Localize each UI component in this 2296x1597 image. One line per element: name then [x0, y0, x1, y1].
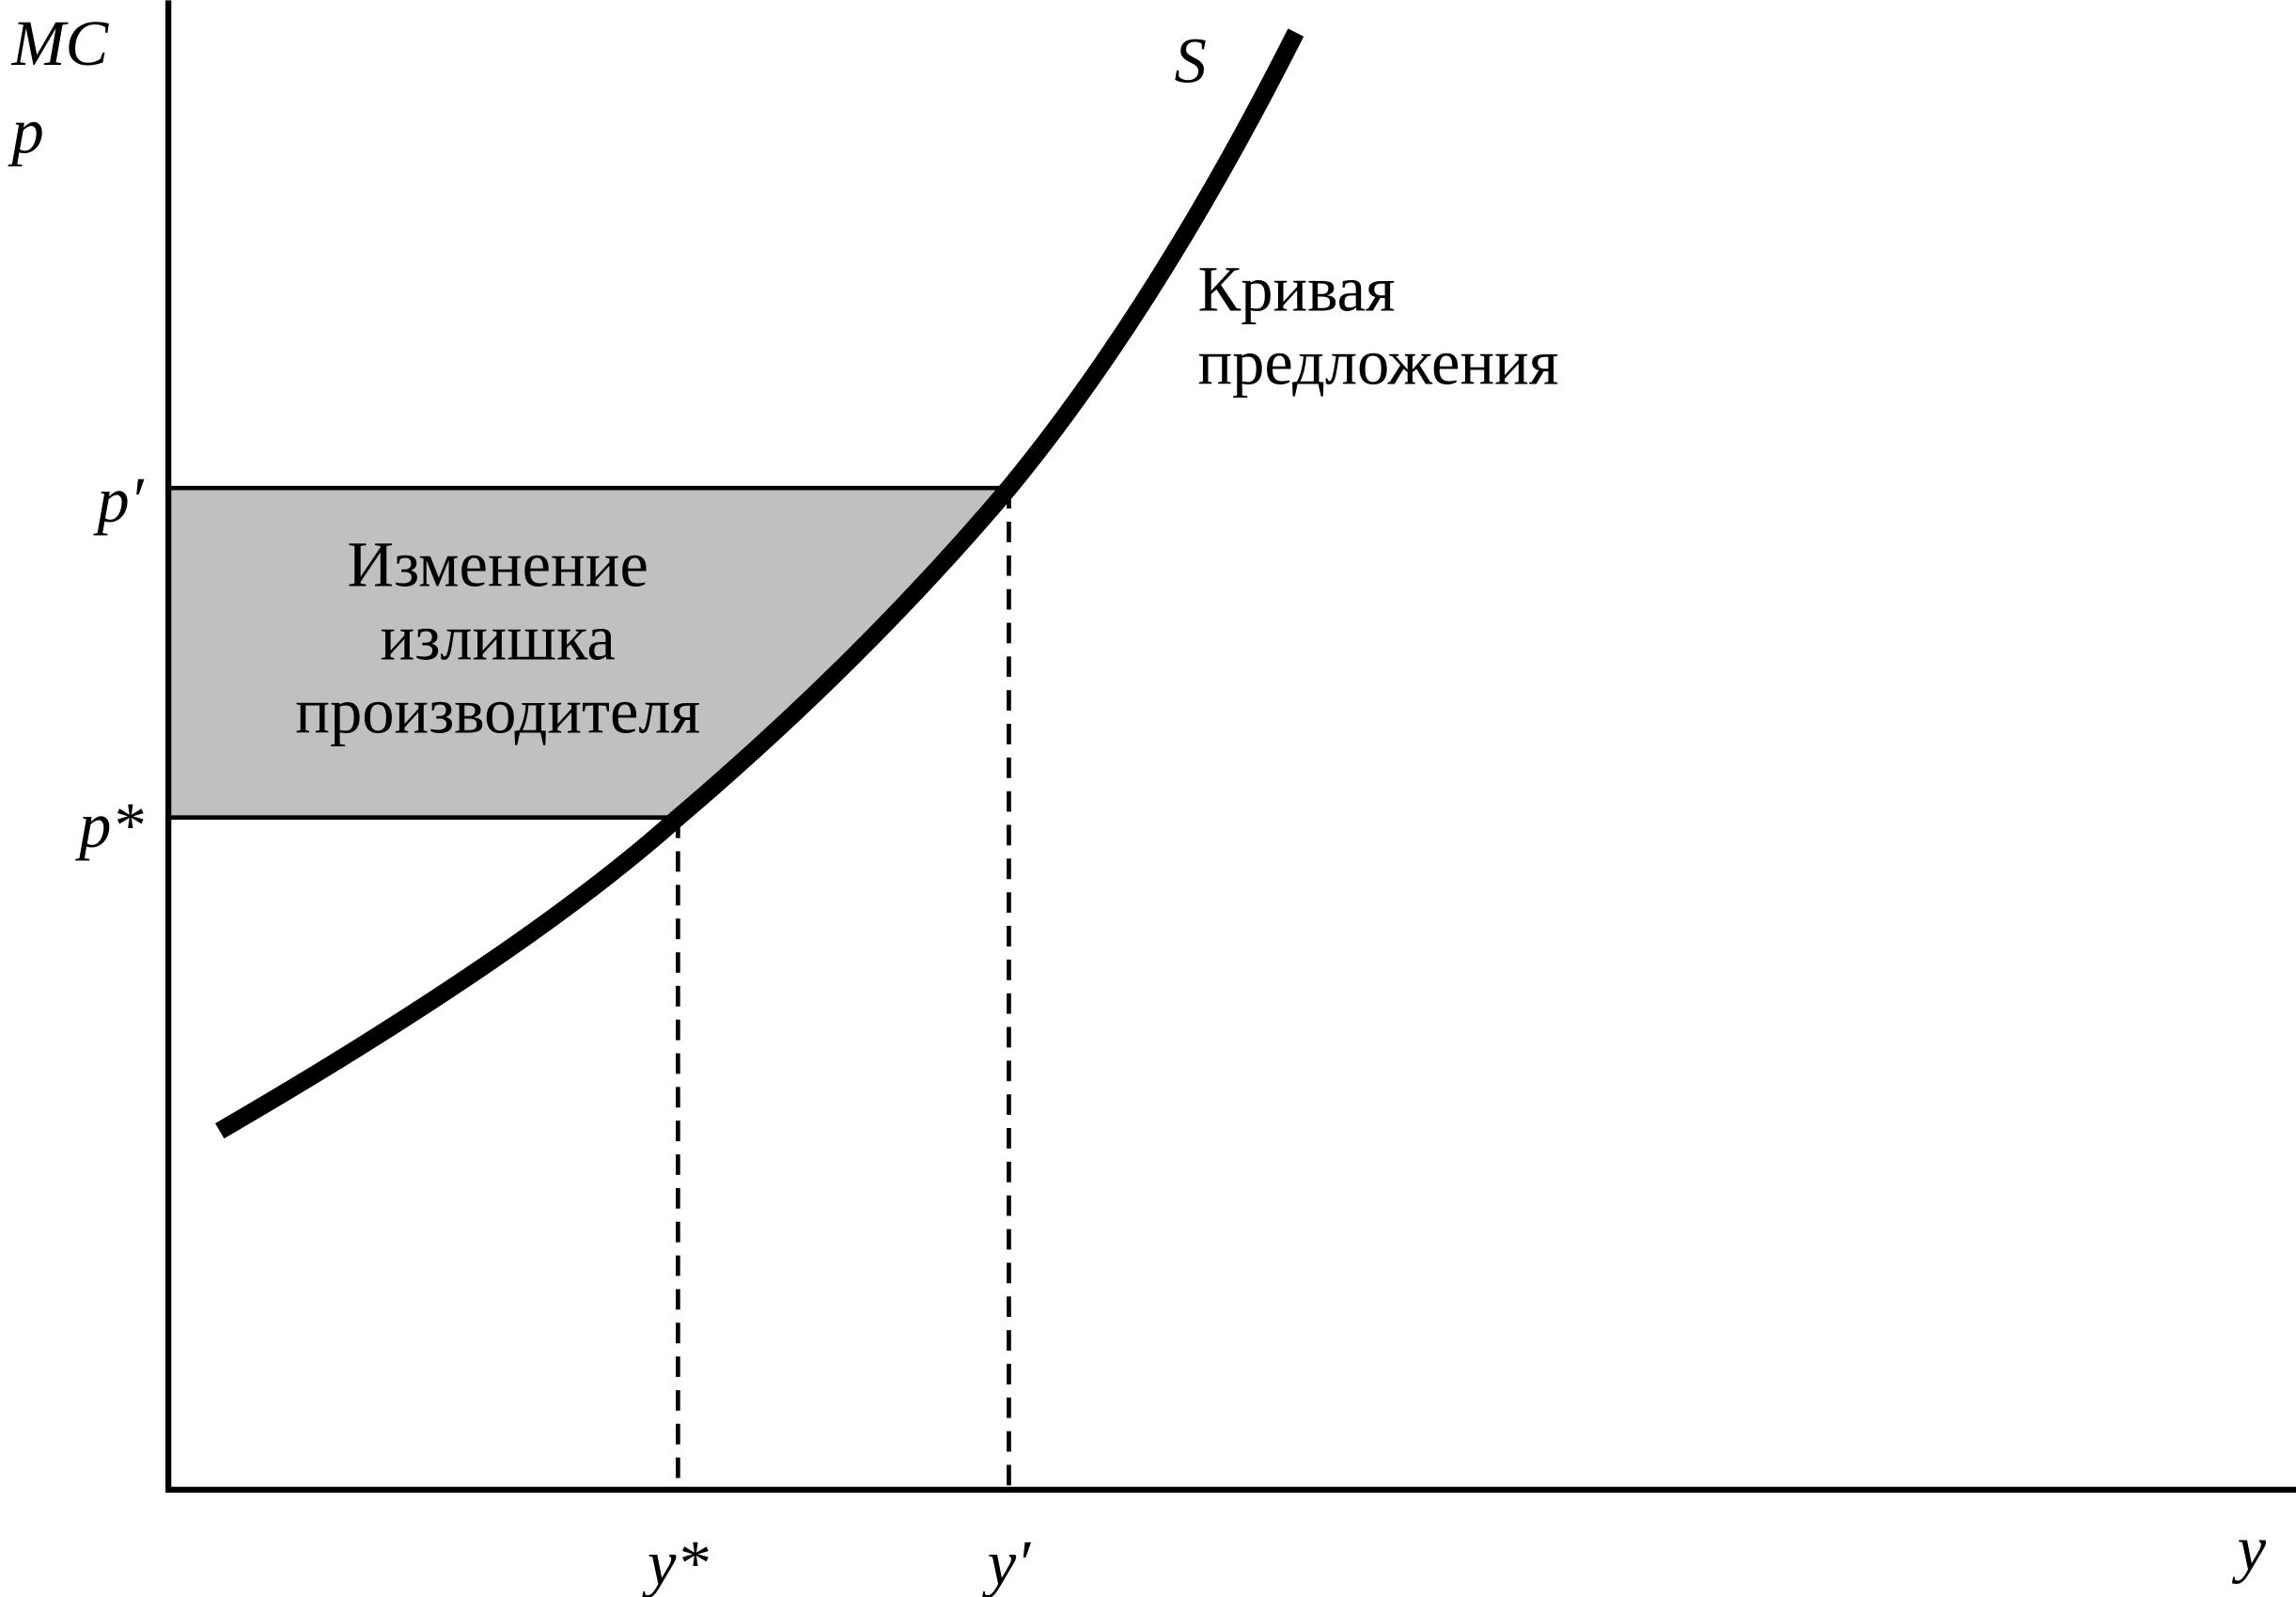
axes: [165, 0, 2296, 1494]
curve-description: предложения: [1197, 327, 1558, 399]
supply-curve: [215, 28, 1304, 1139]
price-label: p*: [74, 790, 144, 861]
surplus-area: [168, 488, 1009, 818]
y-axis-label: MC: [10, 8, 109, 79]
curve-name: S: [1175, 25, 1207, 97]
quantity-label: y′: [982, 1527, 1031, 1597]
curve-description: Кривая: [1197, 254, 1395, 325]
area-label: излишка: [381, 602, 616, 673]
y-axis-label: p: [7, 95, 43, 166]
area-label: Изменение: [348, 529, 648, 601]
area-label: производителя: [295, 675, 700, 746]
price-label: p′: [92, 464, 144, 536]
x-axis-label: y: [2232, 1513, 2267, 1585]
quantity-label: y*: [642, 1527, 709, 1597]
